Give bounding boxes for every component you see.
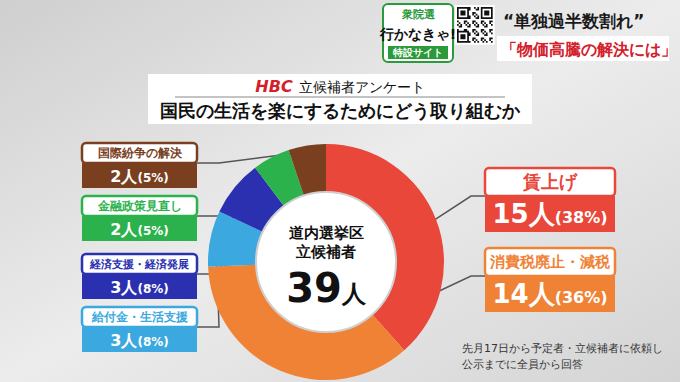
label-box: [82, 143, 197, 163]
value-label: 14人(36%): [492, 279, 607, 309]
category-label: 給付金・生活支援: [91, 310, 189, 324]
value-label: 3人(8%): [110, 331, 168, 350]
label-box: [82, 254, 197, 274]
labels: 賃上げ 15人(38%) 消費税廃止・減税 14人(36%) 給付金・生活支援 3人(8%…: [82, 143, 615, 352]
category-label: 金融政策見直し: [97, 199, 182, 213]
slice: [289, 144, 326, 196]
value-box: [485, 276, 615, 312]
center-line: 道内選挙区: [289, 224, 364, 242]
value-label: 2人(5%): [110, 220, 168, 239]
value-box: [82, 163, 197, 188]
connector: [431, 196, 485, 222]
badge-line: 衆院選: [401, 8, 436, 21]
value-box: [82, 216, 197, 241]
label-box: [485, 168, 615, 196]
title: 国民の生活を楽にするためにどう取り組むか: [160, 100, 521, 121]
value-label: 3人(8%): [110, 278, 168, 297]
badge-line: 特設サイト: [392, 47, 443, 58]
qr-code: [457, 7, 493, 43]
slices: [208, 144, 444, 380]
label-box: [82, 196, 197, 216]
qr-background: [455, 5, 495, 45]
logo: HBC: [255, 77, 293, 96]
category-label: 賃上げ: [522, 171, 578, 192]
value-box: [82, 274, 197, 299]
value-label: 15人(38%): [492, 199, 607, 229]
center-line: 立候補者: [295, 243, 356, 261]
center-total: 39人: [286, 265, 367, 311]
label-box: [485, 248, 615, 276]
center-disc: [256, 192, 396, 332]
category-label: 国際紛争の解決: [98, 146, 183, 160]
category-label: 経済支援・経済発展: [89, 257, 189, 271]
value-box: [485, 196, 615, 232]
headline: 「物価高騰の解決には」: [501, 40, 677, 59]
title-rule: [175, 97, 505, 98]
background: [0, 0, 680, 382]
badge-line: 行かなきゃ!: [379, 26, 456, 42]
chart: 衆院選行かなきゃ! 特設サイト “単独過半数割れ” 「物価高騰の解決には」 HBC 立候補…: [0, 0, 680, 382]
label-box: [82, 307, 197, 327]
subtitle-text: 立候補者アンケート: [299, 79, 425, 95]
badge-band: [388, 46, 448, 59]
subtitle: HBC 立候補者アンケート: [255, 77, 424, 96]
category-label: 消費税廃止・減税: [489, 253, 611, 270]
value-label: 2人(5%): [110, 167, 168, 186]
title-box: [148, 74, 532, 124]
headline: “単独過半数割れ”: [503, 11, 644, 31]
value-box: [82, 327, 197, 352]
footnote: 公示までに全員から回答: [462, 358, 583, 371]
footnote: 先月17日から予定者・立候補者に依頼し: [462, 342, 663, 355]
